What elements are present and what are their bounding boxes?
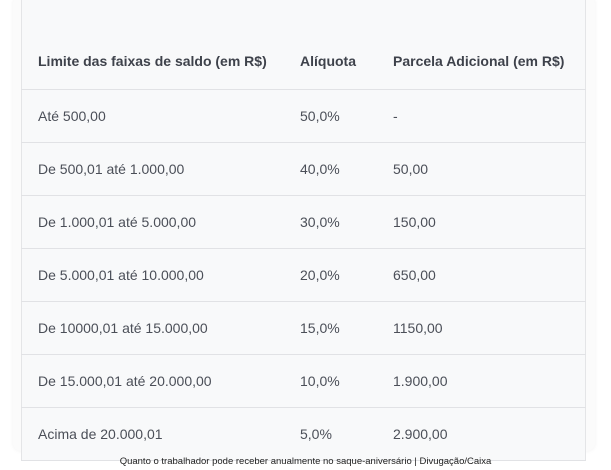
table-row: De 5.000,01 até 10.000,00 20,0% 650,00 [21, 249, 586, 302]
tax-table: Limite das faixas de saldo (em R$) Alíqu… [21, 0, 586, 461]
cell-limit: De 5.000,01 até 10.000,00 [38, 267, 204, 283]
cell-limit: De 1.000,01 até 5.000,00 [38, 214, 197, 230]
header-limit: Limite das faixas de saldo (em R$) [38, 53, 267, 69]
table-row: De 500,01 até 1.000,00 40,0% 50,00 [21, 143, 586, 196]
cell-rate: 30,0% [300, 214, 340, 230]
cell-rate: 5,0% [300, 426, 332, 442]
cell-additional: 2.900,00 [393, 426, 448, 442]
cell-rate: 40,0% [300, 161, 340, 177]
cell-rate: 20,0% [300, 267, 340, 283]
table-row: De 1.000,01 até 5.000,00 30,0% 150,00 [21, 196, 586, 249]
cell-rate: 15,0% [300, 320, 340, 336]
cell-limit: De 15.000,01 até 20.000,00 [38, 373, 212, 389]
cell-limit: Acima de 20.000,01 [38, 426, 163, 442]
image-caption: Quanto o trabalhador pode receber anualm… [119, 456, 492, 467]
cell-additional: 150,00 [393, 214, 436, 230]
cell-limit: De 10000,01 até 15.000,00 [38, 320, 208, 336]
table-row: De 10000,01 até 15.000,00 15,0% 1150,00 [21, 302, 586, 355]
table-row: De 15.000,01 até 20.000,00 10,0% 1.900,00 [21, 355, 586, 408]
cell-rate: 50,0% [300, 108, 340, 124]
cell-additional: 1150,00 [393, 320, 443, 336]
cell-limit: Até 500,00 [38, 108, 106, 124]
cell-additional: 1.900,00 [393, 373, 448, 389]
cell-additional: - [393, 108, 398, 124]
cell-additional: 650,00 [393, 267, 436, 283]
table-row: Acima de 20.000,01 5,0% 2.900,00 [21, 408, 586, 461]
cell-limit: De 500,01 até 1.000,00 [38, 161, 185, 177]
cell-additional: 50,00 [393, 161, 429, 177]
cell-rate: 10,0% [300, 373, 340, 389]
header-rate: Alíquota [300, 53, 356, 69]
table-row: Até 500,00 50,0% - [21, 90, 586, 143]
header-additional: Parcela Adicional (em R$) [393, 53, 565, 69]
table-header-row: Limite das faixas de saldo (em R$) Alíqu… [21, 0, 586, 90]
